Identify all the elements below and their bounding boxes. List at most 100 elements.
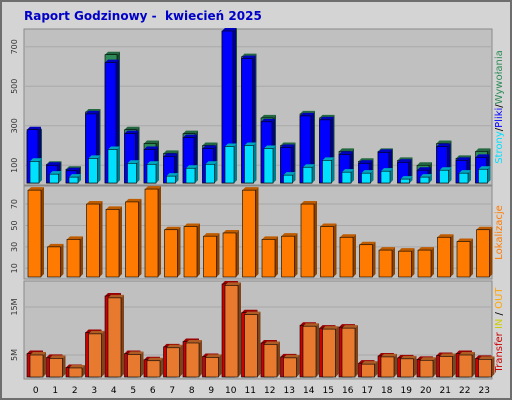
bar-pliki-top xyxy=(456,157,470,161)
bar-lokalizacje xyxy=(105,209,120,278)
bar-strony-side xyxy=(429,174,432,183)
bar-strony xyxy=(224,146,235,184)
bar-transfer-out-top xyxy=(186,340,202,343)
x-tick-label: 20 xyxy=(420,386,432,396)
bar-transfer-out-side xyxy=(62,355,66,377)
x-tick-label: 1 xyxy=(52,386,58,396)
bar-pliki-top xyxy=(319,116,334,120)
bar-transfer-out-side xyxy=(433,357,436,377)
bar-lokalizacje-top xyxy=(320,223,337,227)
bar-pliki-top xyxy=(124,130,139,134)
bar-lokalizacje-top xyxy=(359,241,376,245)
bar-strony-top xyxy=(108,146,120,150)
bar-lokalizacje xyxy=(144,188,159,278)
bar-pliki-top xyxy=(85,110,100,114)
bar-transfer-out-top xyxy=(420,357,436,361)
bar-lokalizacje-side xyxy=(99,201,103,277)
bar-lokalizacje xyxy=(437,236,451,278)
bar-strony xyxy=(185,167,196,184)
bar-lokalizacje-top xyxy=(67,236,83,240)
x-tick-label: 23 xyxy=(479,386,490,396)
report-title: Raport Godzinowy - kwiecień 2025 xyxy=(24,9,262,23)
y-tick-label: 10 xyxy=(10,263,19,273)
y-axis-label-panel-1: Strony/Pliki/Wywołania xyxy=(494,50,505,164)
bar-wywolania-top xyxy=(124,126,140,130)
bar-strony-top xyxy=(166,173,179,177)
bar-pliki-top xyxy=(397,159,412,163)
bar-pliki-top xyxy=(436,143,451,147)
bar-strony xyxy=(49,173,59,184)
bar-transfer-out xyxy=(166,347,180,378)
bar-strony-top xyxy=(420,174,432,178)
bar-transfer-out xyxy=(185,342,200,378)
bar-strony-side xyxy=(409,176,413,183)
bar-transfer-out-top xyxy=(30,352,46,355)
bar-strony xyxy=(302,166,313,184)
bar-strony-top xyxy=(342,169,354,173)
x-tick-label: 5 xyxy=(130,386,136,396)
bar-lokalizacje xyxy=(476,229,490,278)
y-axis-label-part: Wywołania xyxy=(494,50,505,104)
panel-background-1 xyxy=(23,28,493,186)
x-tick-label: 13 xyxy=(284,386,295,396)
bar-pliki-top xyxy=(202,145,217,149)
bar-lokalizacje xyxy=(320,226,334,278)
bar-transfer-out-side xyxy=(296,354,300,377)
bar-strony-top xyxy=(439,167,452,171)
bar-transfer-out-side xyxy=(199,340,202,377)
x-tick-label: 19 xyxy=(401,386,413,396)
bar-lokalizacje-side xyxy=(411,248,415,277)
bar-transfer-out-top xyxy=(225,282,241,286)
bar-transfer-out-side xyxy=(218,354,222,377)
bar-transfer-out-top xyxy=(400,355,417,359)
bar-strony-side xyxy=(136,160,140,183)
bar-pliki-top xyxy=(280,144,295,148)
bar-lokalizacje-top xyxy=(398,248,415,252)
bar-lokalizacje-side xyxy=(41,187,44,277)
bar-transfer-out-side xyxy=(257,311,261,377)
bar-transfer-out-side xyxy=(374,361,378,377)
bar-lokalizacje-top xyxy=(145,186,161,190)
bar-transfer-out-top xyxy=(205,354,222,358)
bar-pliki-top xyxy=(475,154,490,158)
bar-pliki-top xyxy=(261,118,275,122)
x-tick-label: 17 xyxy=(362,386,373,396)
bar-lokalizacje-side xyxy=(216,233,220,277)
bar-strony xyxy=(341,171,352,184)
bar-strony-side xyxy=(331,157,335,183)
bar-transfer-out xyxy=(302,325,317,378)
bar-strony-side xyxy=(487,166,491,183)
bar-wywolania-top xyxy=(183,130,198,134)
x-tick-label: 18 xyxy=(381,386,393,396)
bar-transfer-out-top xyxy=(381,353,397,357)
bar-lokalizacje-top xyxy=(164,226,181,230)
y-tick-label: 30 xyxy=(10,242,19,252)
bar-strony-top xyxy=(49,171,62,175)
bar-transfer-out-top xyxy=(69,364,85,368)
bar-lokalizacje xyxy=(203,235,217,278)
bar-pliki-top xyxy=(417,167,431,171)
bar-transfer-out xyxy=(322,328,336,378)
bar-pliki-top xyxy=(222,28,236,31)
bar-lokalizacje-top xyxy=(106,206,122,210)
bar-lokalizacje-top xyxy=(28,187,44,191)
bar-strony-side xyxy=(156,161,159,183)
bar-transfer-out-side xyxy=(394,353,397,377)
bar-wywolania-top xyxy=(261,114,276,118)
x-tick-label: 4 xyxy=(111,386,117,396)
bar-strony-side xyxy=(234,143,237,183)
bar-strony xyxy=(322,160,332,184)
bar-lokalizacje-side xyxy=(119,206,122,277)
bar-lokalizacje-side xyxy=(177,226,181,277)
bar-wywolania-top xyxy=(144,140,159,144)
bar-strony-top xyxy=(459,170,471,174)
bar-lokalizacje-side xyxy=(314,201,317,277)
bar-transfer-out-side xyxy=(277,341,280,377)
bar-strony-side xyxy=(253,142,257,183)
bar-transfer-out xyxy=(478,359,492,378)
bar-pliki-top xyxy=(46,162,61,166)
bar-lokalizacje-side xyxy=(236,229,239,277)
bar-strony-top xyxy=(244,142,257,146)
